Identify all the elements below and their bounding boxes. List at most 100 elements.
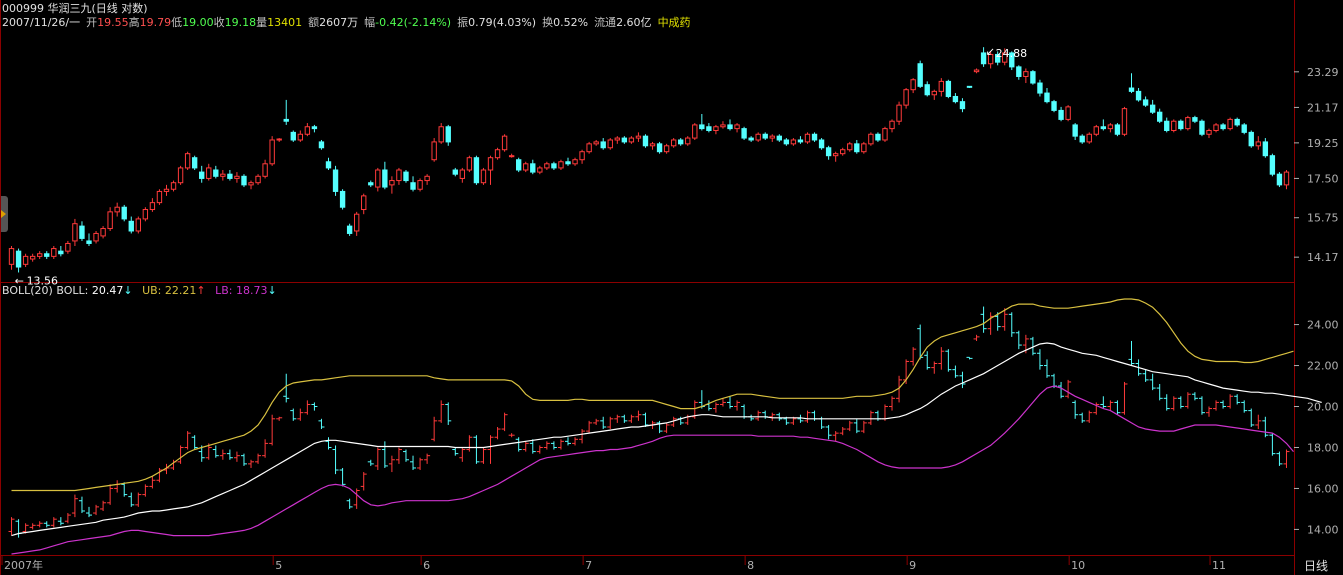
x-tick-label: 5 <box>275 559 282 572</box>
price-candle-body <box>1016 66 1022 77</box>
price-candle-body <box>163 188 170 192</box>
price-candle-body <box>1107 124 1114 130</box>
price-candle-body <box>952 95 959 103</box>
price-candle-body <box>734 124 740 130</box>
boll-y-tick-label: 20.00 <box>1307 401 1339 414</box>
x-tick-label: 2007年 <box>4 558 43 572</box>
price-candle-body <box>346 225 353 234</box>
price-candle-body <box>635 135 642 139</box>
period-label[interactable]: 日线 <box>1304 559 1329 573</box>
price-candle-body <box>86 240 92 244</box>
boll-y-tick-label: 18.00 <box>1307 441 1339 454</box>
price-candle-body <box>51 248 57 257</box>
price-candle-body <box>339 190 346 208</box>
turnover-value: 0.52% <box>553 16 589 29</box>
price-candle-body <box>255 175 261 184</box>
high-marker-label: 24.88 <box>996 47 1028 60</box>
x-tick-label: 9 <box>909 559 916 572</box>
price-candle-body <box>875 133 881 141</box>
y-tick-label: 21.17 <box>1307 101 1339 114</box>
open-value: 19.55 <box>97 16 129 29</box>
high-value: 19.79 <box>139 16 172 29</box>
price-candle-body <box>1037 82 1043 94</box>
price-candle-body <box>8 248 15 265</box>
price-candle-body <box>938 80 945 92</box>
price-candle-body <box>220 173 226 177</box>
price-candle-body <box>417 180 423 190</box>
price-candle-body <box>685 137 691 145</box>
boll-lb-value: 18.73 <box>235 284 268 297</box>
price-candle-body <box>593 141 599 145</box>
price-candle-body <box>368 182 374 186</box>
float-label: 流通 <box>594 16 617 29</box>
price-candle-body <box>896 104 902 122</box>
price-candle-body <box>579 151 585 161</box>
price-candle-body <box>882 128 888 141</box>
price-candle-body <box>473 157 480 184</box>
price-candle-body <box>1030 71 1036 84</box>
price-candle-body <box>304 126 311 135</box>
boll-ub-label: UB: <box>142 284 162 297</box>
price-candle-body <box>614 137 620 141</box>
price-candle-body <box>790 139 797 145</box>
high-marker-arrow: ↙ <box>986 45 995 58</box>
quote-header: 000999 华润三九(日线 对数) 2007/11/26/一 开19.55高19… <box>2 2 1262 30</box>
price-candle-body <box>1093 126 1099 135</box>
price-candle-body <box>100 228 106 237</box>
price-candle-body <box>494 149 501 159</box>
price-candle-body <box>910 79 916 91</box>
price-candle-body <box>663 145 670 153</box>
price-candle-body <box>1262 141 1269 157</box>
price-candle-body <box>1121 108 1128 135</box>
price-candle-body <box>170 182 177 190</box>
price-candle-body <box>621 137 628 143</box>
price-candle-body <box>572 159 578 165</box>
price-candle-body <box>508 155 515 158</box>
price-candle-body <box>959 101 966 110</box>
price-candle-body <box>1178 120 1184 130</box>
price-candle-body <box>114 206 120 213</box>
quote-date: 2007/11/26/一 <box>2 16 81 29</box>
price-candle-body <box>438 126 444 143</box>
x-tick-label: 10 <box>1071 559 1085 572</box>
price-candle-body <box>431 141 437 161</box>
price-candle-body <box>1283 171 1290 186</box>
price-candle-body <box>93 232 99 242</box>
price-candle-body <box>600 141 606 149</box>
price-candle-body <box>1149 104 1156 113</box>
price-candle-body <box>44 253 50 257</box>
price-candle-body <box>670 139 677 147</box>
price-candle-body <box>466 157 473 171</box>
price-candle-body <box>424 175 430 182</box>
stock-code: 000999 <box>2 2 44 15</box>
price-candle-body <box>206 167 212 179</box>
price-candle-body <box>361 195 367 211</box>
volume-label: 量 <box>256 16 268 29</box>
price-candle-body <box>269 139 275 165</box>
price-candle-body <box>783 139 790 145</box>
turnover-label: 换 <box>542 16 554 29</box>
price-candle-body <box>516 159 522 171</box>
amplitude-label: 振 <box>457 16 469 29</box>
price-candle-body <box>565 161 571 165</box>
price-candle-body <box>825 147 832 157</box>
boll-y-tick-label: 16.00 <box>1307 482 1339 495</box>
price-candle-body <box>924 84 930 96</box>
high-label: 高 <box>128 16 140 29</box>
x-tick-label: 6 <box>423 559 430 572</box>
price-candle-body <box>931 90 937 96</box>
boll-y-tick-label: 24.00 <box>1307 319 1339 332</box>
low-marker-arrow: ← <box>15 274 24 287</box>
price-candle-body <box>713 126 719 131</box>
side-panel-toggle-icon[interactable] <box>0 196 8 232</box>
price-candle-body <box>889 120 895 130</box>
price-candle-body <box>199 171 205 179</box>
price-candle-body <box>1079 135 1085 143</box>
price-candle-body <box>241 175 247 186</box>
price-candle-body <box>276 138 282 141</box>
down-arrow-icon: ↓ <box>267 284 277 297</box>
price-candle-body <box>65 242 71 252</box>
low-marker-label: 13.56 <box>27 274 59 287</box>
price-candle-body <box>1192 117 1198 122</box>
